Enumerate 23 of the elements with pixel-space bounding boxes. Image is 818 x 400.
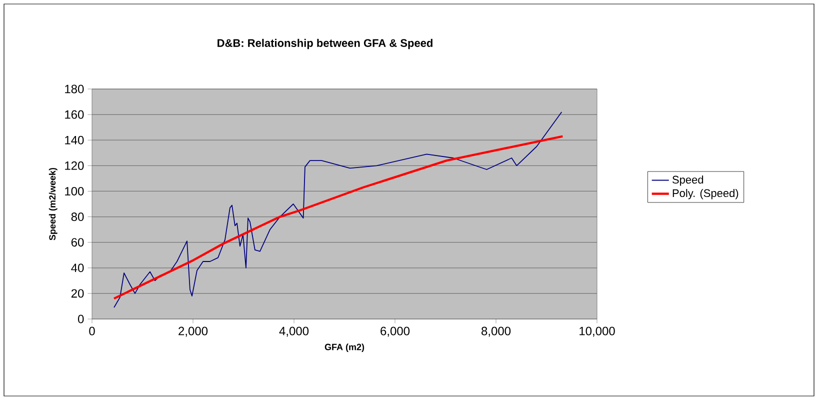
- x-tick-label: 2,000: [178, 326, 208, 337]
- x-tick-label: 8,000: [482, 326, 511, 337]
- legend-label: Poly. (Speed): [672, 188, 738, 200]
- y-tick-label: 120: [65, 161, 84, 170]
- y-tick-label: 140: [65, 136, 84, 144]
- x-tick-label: 4,000: [279, 326, 309, 337]
- x-tick-label: 10,000: [580, 326, 615, 337]
- y-tick-label: 40: [71, 264, 84, 272]
- x-tick-label: 6,000: [380, 326, 410, 337]
- y-tick-label: 20: [71, 289, 84, 298]
- x-tick-label: 0: [89, 326, 95, 336]
- y-tick-label: 160: [65, 110, 84, 119]
- chart-title: D&B: Relationship between GFA & Speed: [218, 38, 432, 50]
- legend-label: Speed: [672, 176, 704, 186]
- y-tick-label: 60: [71, 238, 84, 247]
- line-series: [114, 112, 562, 308]
- y-tick-label: 0: [78, 314, 84, 324]
- y-tick-label: 80: [71, 212, 84, 222]
- y-tick-label: 100: [65, 186, 84, 196]
- y-axis-title: Speed (m2/week): [48, 168, 58, 240]
- y-tick-label: 180: [65, 84, 84, 94]
- x-axis-title: GFA (m2): [324, 344, 364, 352]
- line-series: [112, 135, 564, 300]
